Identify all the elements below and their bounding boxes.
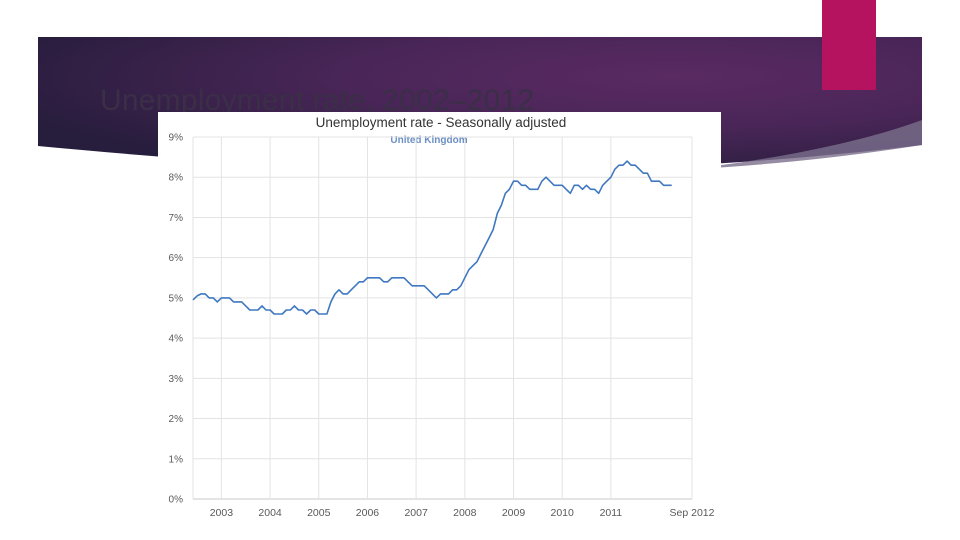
y-tick-label: 3% <box>169 374 184 385</box>
x-tick-label: 2005 <box>307 507 331 519</box>
y-tick-label: 6% <box>169 253 184 264</box>
y-tick-label: 2% <box>169 414 184 425</box>
chart-panel: Unemployment rate - Seasonally adjusted … <box>158 112 721 522</box>
chart-subtitle: United Kingdom <box>390 135 467 146</box>
y-tick-label: 7% <box>169 213 184 224</box>
x-tick-label: 2011 <box>600 507 623 519</box>
chart-title: Unemployment rate - Seasonally adjusted <box>316 115 567 130</box>
x-tick-label: 2007 <box>404 507 428 519</box>
y-tick-label: 1% <box>169 454 184 465</box>
series-group <box>192 160 672 315</box>
x-axis: 2003 2004 2005 2006 2007 2008 2009 2010 2011 Sep … <box>210 507 715 519</box>
x-tick-label: 2006 <box>356 507 380 519</box>
y-tick-label: 8% <box>169 173 184 184</box>
y-tick-label: 9% <box>169 133 184 144</box>
x-tick-label: Sep 2012 <box>670 507 715 519</box>
y-tick-label: 5% <box>169 293 184 304</box>
x-tick-label: 2004 <box>258 507 282 519</box>
x-tick-label: 2009 <box>502 507 526 519</box>
y-tick-label: 4% <box>169 334 184 345</box>
y-tick-label: 0% <box>169 495 184 506</box>
x-tick-label: 2003 <box>210 507 234 519</box>
x-tick-label: 2010 <box>550 507 574 519</box>
unemployment-chart: Unemployment rate - Seasonally adjusted … <box>169 115 715 519</box>
accent-bar <box>822 0 876 90</box>
x-tick-label: 2008 <box>453 507 477 519</box>
chart-grid <box>192 136 693 500</box>
series-line <box>192 160 672 315</box>
slide-title: Unemployment rate, 2002–2012 <box>100 84 535 117</box>
y-axis: 0% 1% 2% 3% 4% 5% 6% 7% 8% 9% <box>169 133 184 506</box>
